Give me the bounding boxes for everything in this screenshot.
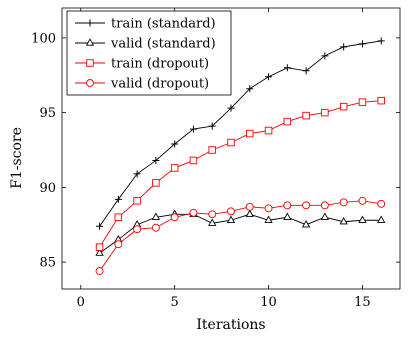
y-tick-label: 100 (31, 31, 56, 46)
data-point-series-1 (208, 122, 216, 130)
legend-marker (86, 59, 94, 67)
legend-marker (86, 79, 94, 87)
data-point-series-1 (265, 73, 273, 81)
data-point-series-4 (95, 267, 104, 276)
legend-marker (86, 19, 94, 27)
data-point-series-3 (283, 117, 292, 126)
data-point-series-1 (96, 222, 104, 230)
data-point-series-1 (358, 40, 366, 48)
legend-label: train (dropout) (111, 57, 209, 72)
series-line-3 (99, 100, 382, 248)
data-point-series-4 (245, 202, 254, 211)
data-point-series-2 (208, 218, 217, 226)
data-point-series-2 (339, 217, 348, 225)
data-point-series-1 (246, 85, 254, 93)
plot-frame (61, 7, 401, 290)
x-tick-label: 10 (260, 295, 277, 310)
y-tick-label: 85 (39, 256, 56, 271)
data-point-series-4 (339, 198, 348, 207)
data-point-series-2 (283, 212, 292, 220)
legend-label: valid (dropout) (110, 77, 209, 92)
y-tick-label: 90 (39, 181, 56, 196)
data-point-series-4 (133, 225, 142, 234)
y-axis-label: F1-score (9, 127, 25, 189)
data-point-series-4 (114, 240, 123, 249)
data-point-series-4 (227, 207, 235, 216)
data-point-series-2 (377, 215, 386, 223)
data-point-series-2 (226, 215, 236, 223)
data-point-series-2 (151, 212, 161, 220)
data-point-series-1 (133, 170, 141, 178)
data-point-series-2 (320, 212, 330, 220)
data-point-series-2 (358, 215, 367, 223)
data-point-series-4 (320, 201, 329, 210)
data-point-series-1 (321, 52, 329, 60)
x-tick-label: 5 (171, 295, 179, 310)
data-point-series-4 (377, 199, 386, 208)
data-point-series-3 (264, 126, 273, 135)
series-line-1 (99, 40, 382, 227)
data-point-series-3 (189, 156, 198, 165)
data-point-series-4 (302, 201, 311, 210)
plot-area: 0 5 10 15 85 90 95 100 train (standard) valid (st… (31, 7, 401, 310)
y-tick-label: 95 (39, 106, 56, 121)
data-point-series-1 (152, 156, 160, 164)
legend-marker (85, 38, 95, 46)
data-point-series-3 (208, 146, 216, 154)
series-line-4 (99, 200, 382, 272)
data-point-series-1 (340, 43, 348, 51)
data-point-series-1 (171, 140, 179, 148)
x-tick-label: 0 (77, 295, 85, 310)
data-point-series-3 (227, 138, 235, 147)
legend-box (66, 10, 232, 96)
data-point-series-3 (114, 213, 123, 222)
data-point-series-1 (227, 104, 235, 112)
data-point-series-1 (283, 64, 291, 72)
data-point-series-3 (339, 102, 348, 111)
data-point-series-4 (151, 223, 160, 232)
data-point-series-1 (377, 37, 385, 45)
data-point-series-3 (358, 98, 367, 106)
series-line-2 (99, 213, 382, 254)
data-point-series-3 (321, 108, 329, 117)
x-tick-label: 15 (354, 295, 371, 310)
data-point-series-3 (170, 164, 179, 172)
data-point-series-4 (283, 201, 292, 210)
data-point-series-2 (301, 220, 311, 228)
data-point-series-3 (246, 129, 254, 138)
data-point-series-2 (264, 215, 273, 223)
data-point-series-4 (208, 210, 217, 219)
data-point-series-2 (245, 209, 254, 217)
data-point-series-3 (133, 197, 141, 205)
data-point-series-1 (189, 125, 197, 133)
legend-label: valid (standard) (110, 37, 216, 52)
data-point-series-4 (189, 208, 198, 217)
legend-label: train (standard) (111, 17, 216, 32)
data-point-series-4 (264, 204, 273, 213)
data-point-series-1 (302, 67, 310, 75)
data-point-series-3 (302, 111, 310, 120)
data-point-series-2 (95, 248, 104, 256)
data-point-series-3 (95, 243, 104, 251)
data-point-series-1 (114, 195, 122, 203)
data-point-series-4 (358, 196, 367, 205)
data-point-series-4 (170, 213, 179, 222)
x-axis-label: Iterations (196, 317, 265, 333)
data-point-series-3 (377, 96, 385, 105)
data-point-series-3 (152, 179, 160, 187)
